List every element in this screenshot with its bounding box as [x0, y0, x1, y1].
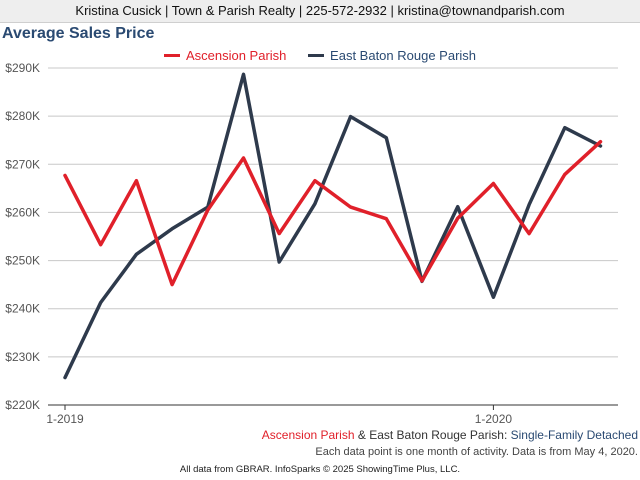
y-tick-label: $250K: [5, 254, 40, 268]
series-lines: [63, 72, 603, 380]
legend-swatch-ebr: [308, 54, 325, 57]
subtitle-ebr: East Baton Rouge Parish: [369, 428, 504, 442]
legend-item-ascension[interactable]: Ascension Parish: [163, 48, 287, 63]
y-tick-label: $230K: [5, 350, 40, 364]
y-tick-label: $220K: [5, 398, 40, 412]
y-tick-label: $260K: [5, 205, 40, 219]
legend-label-ebr: East Baton Rouge Parish: [330, 48, 477, 63]
subtitle-ampersand: &: [354, 428, 370, 442]
subtitle-property-type: Single-Family Detached: [510, 428, 638, 442]
chart-legend: Ascension Parish East Baton Rouge Parish: [0, 45, 640, 63]
y-tick-label: $280K: [5, 109, 40, 123]
data-note: Each data point is one month of activity…: [315, 446, 638, 458]
contact-header-bar: Kristina Cusick | Town & Parish Realty |…: [0, 0, 640, 23]
x-axis: 1-2019 1-2020: [46, 404, 618, 426]
series-line-ebr: [63, 72, 603, 380]
legend-swatch-ascension: [163, 54, 180, 57]
chart-subtitle: Ascension Parish & East Baton Rouge Pari…: [262, 428, 638, 442]
grid-lines: [48, 67, 618, 358]
y-tick-label: $290K: [5, 61, 40, 75]
y-tick-label: $270K: [5, 157, 40, 171]
chart-title: Average Sales Price: [2, 25, 155, 42]
footer-credit: All data from GBRAR. InfoSparks © 2025 S…: [179, 464, 461, 475]
subtitle-ascension: Ascension Parish: [261, 428, 355, 442]
x-tick-label: 1-2020: [475, 412, 513, 426]
y-tick-label: $240K: [5, 302, 40, 316]
subtitle-colon: :: [503, 428, 511, 442]
y-axis-ticks: $220K $230K $240K $250K $260K $270K $280K $290K: [5, 61, 40, 412]
legend-item-ebr[interactable]: East Baton Rouge Parish: [308, 48, 476, 63]
x-tick-label: 1-2019: [46, 412, 84, 426]
legend-label-ascension: Ascension Parish: [185, 48, 287, 63]
series-line-ascension: [63, 139, 603, 287]
